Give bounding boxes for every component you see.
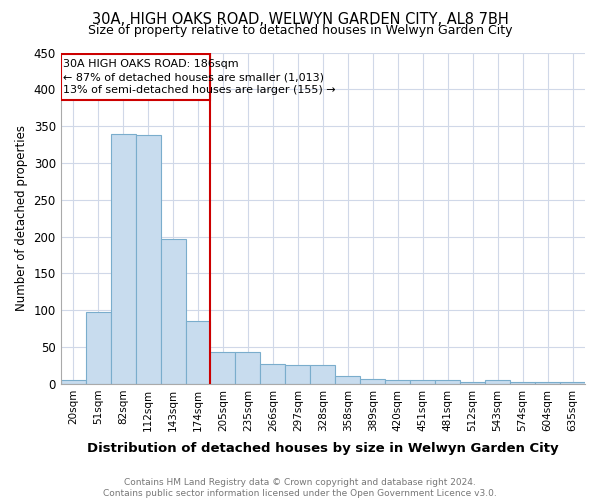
Text: ← 87% of detached houses are smaller (1,013): ← 87% of detached houses are smaller (1,… — [63, 72, 324, 82]
Bar — [335, 376, 360, 384]
Bar — [435, 380, 460, 384]
Bar — [110, 134, 136, 384]
Bar — [410, 380, 435, 384]
Text: Contains HM Land Registry data © Crown copyright and database right 2024.
Contai: Contains HM Land Registry data © Crown c… — [103, 478, 497, 498]
Text: 13% of semi-detached houses are larger (155) →: 13% of semi-detached houses are larger (… — [63, 85, 336, 95]
Bar — [260, 364, 286, 384]
Bar — [385, 380, 410, 384]
Bar — [235, 352, 260, 384]
Bar — [560, 382, 585, 384]
Bar — [211, 352, 235, 384]
Bar — [136, 135, 161, 384]
Y-axis label: Number of detached properties: Number of detached properties — [15, 125, 28, 311]
Bar — [310, 366, 335, 384]
Bar — [510, 382, 535, 384]
Bar — [86, 312, 110, 384]
Bar — [360, 380, 385, 384]
Bar — [460, 382, 485, 384]
Text: 30A HIGH OAKS ROAD: 186sqm: 30A HIGH OAKS ROAD: 186sqm — [63, 59, 239, 69]
X-axis label: Distribution of detached houses by size in Welwyn Garden City: Distribution of detached houses by size … — [87, 442, 559, 455]
Bar — [485, 380, 510, 384]
Bar — [61, 380, 86, 384]
Bar — [161, 239, 185, 384]
Bar — [185, 322, 211, 384]
Text: 30A, HIGH OAKS ROAD, WELWYN GARDEN CITY, AL8 7BH: 30A, HIGH OAKS ROAD, WELWYN GARDEN CITY,… — [92, 12, 508, 28]
FancyBboxPatch shape — [61, 54, 211, 100]
Bar — [286, 365, 310, 384]
Bar — [535, 382, 560, 384]
Text: Size of property relative to detached houses in Welwyn Garden City: Size of property relative to detached ho… — [88, 24, 512, 37]
